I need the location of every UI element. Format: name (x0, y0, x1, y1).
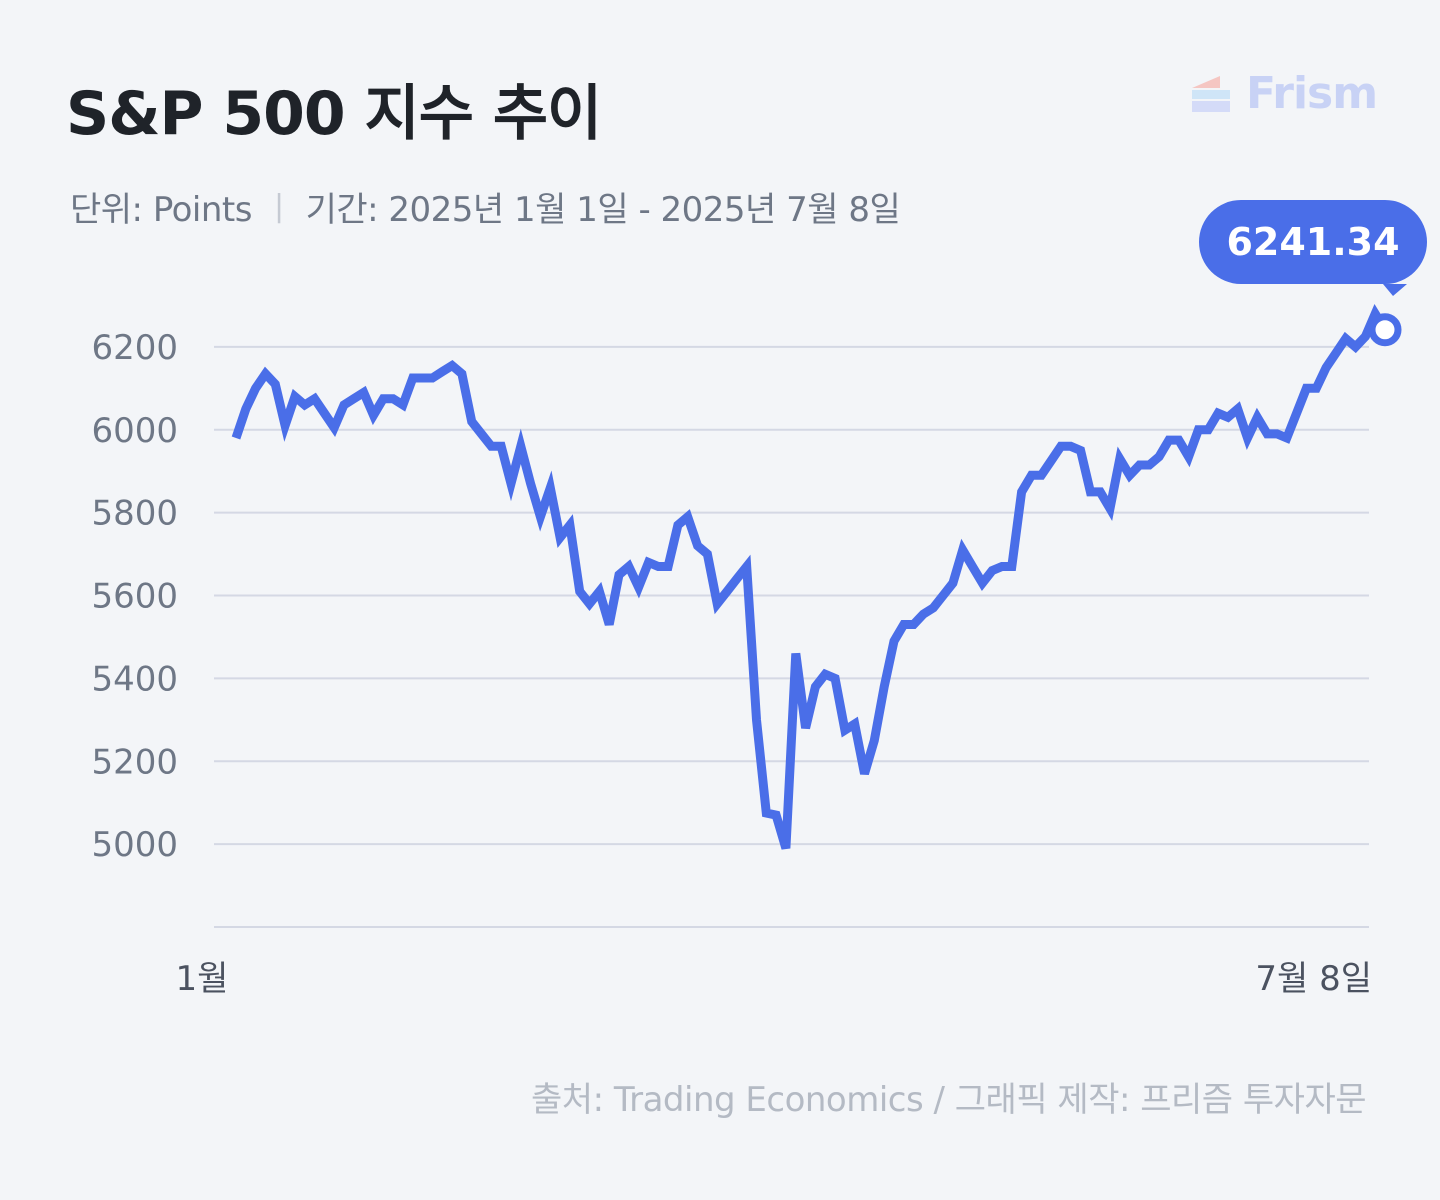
source-note: 출처: Trading Economics / 그래픽 제작: 프리즘 투자자문 (531, 1080, 1366, 1120)
unit-label: 단위: Points (70, 190, 252, 230)
y-tick-label-6000: 6000 (91, 411, 178, 451)
series-line (231, 303, 1389, 850)
brand-logo-icon (1192, 75, 1230, 112)
y-tick-label-5800: 5800 (91, 494, 178, 534)
y-tick-label-5200: 5200 (91, 742, 178, 782)
last-value-callout: 6241.34 (1199, 200, 1427, 296)
y-tick-label-5400: 5400 (91, 659, 178, 699)
callout-bubble (1199, 200, 1427, 296)
chart-subtitle: 단위: Points | 기간: 2025년 1월 1일 - 2025년 7월 … (70, 182, 901, 231)
y-tick-label-5600: 5600 (91, 577, 178, 617)
last-data-point (1368, 313, 1402, 347)
subtitle-divider: | (273, 189, 284, 224)
y-axis: 6200 6000 5800 5600 5400 5200 5000 (91, 328, 178, 865)
y-tick-label-5000: 5000 (91, 825, 178, 865)
line-chart: 6200 6000 5800 5600 5400 5200 5000 1월 7월 8일 62… (91, 200, 1427, 999)
brand-logo: Frism (1192, 68, 1378, 119)
brand-name: Frism (1246, 68, 1378, 119)
y-tick-label-6200: 6200 (91, 328, 178, 368)
chart-title: S&P 500 지수 추이 (66, 79, 602, 149)
last-value-label: 6241.34 (1226, 220, 1399, 264)
x-tick-label-end: 7월 8일 (1255, 959, 1372, 999)
grid-layer (214, 345, 1369, 928)
x-tick-label-start: 1월 (176, 959, 229, 999)
period-label: 기간: 2025년 1월 1일 - 2025년 7월 8일 (305, 190, 901, 230)
x-axis: 1월 7월 8일 (176, 959, 1372, 999)
